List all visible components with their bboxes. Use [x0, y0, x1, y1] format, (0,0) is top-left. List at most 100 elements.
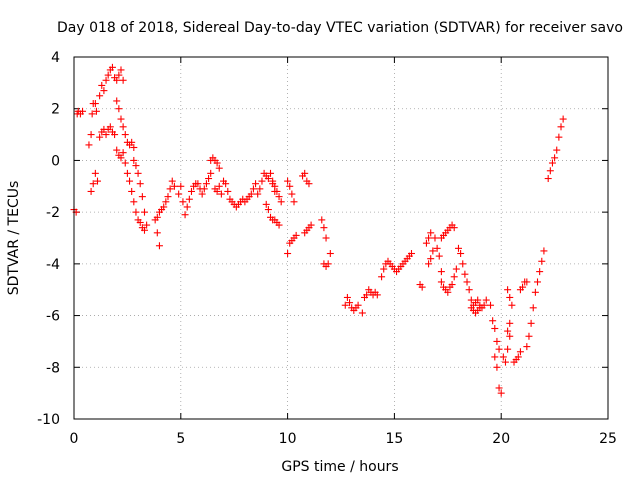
data-point [435, 252, 443, 260]
data-point [117, 66, 125, 74]
data-point [89, 180, 97, 188]
data-point [341, 301, 349, 309]
x-axis-label: GPS time / hours [281, 459, 398, 475]
data-point [160, 203, 168, 211]
data-point [448, 281, 456, 289]
data-point [531, 288, 539, 296]
data-point [343, 293, 351, 301]
x-tick-label: 20 [492, 431, 510, 447]
x-tick-labels: 0 5 10 15 20 25 [70, 431, 617, 447]
data-point [92, 107, 100, 115]
data-point [504, 327, 512, 335]
data-point [130, 156, 138, 164]
data-point [346, 299, 354, 307]
data-point [516, 348, 524, 356]
data-point [450, 224, 458, 232]
data-point [501, 358, 509, 366]
data-point [431, 234, 439, 242]
data-point [126, 177, 134, 185]
y-tick-label: -6 [46, 309, 60, 325]
chart-title: Day 018 of 2018, Sidereal Day-to-day VTE… [57, 20, 623, 36]
data-point [130, 144, 138, 151]
data-point [213, 159, 221, 167]
data-point [427, 255, 435, 263]
data-point [88, 110, 96, 118]
data-point [425, 234, 433, 242]
data-point [249, 185, 257, 193]
data-point [117, 154, 125, 162]
data-point [170, 182, 178, 190]
x-tick-label: 15 [385, 431, 403, 447]
data-point [459, 260, 467, 268]
data-point [555, 133, 563, 141]
data-point [544, 175, 552, 183]
data-point [102, 131, 110, 139]
data-point [450, 273, 458, 281]
data-point [267, 169, 275, 177]
data-point [162, 198, 170, 206]
x-tick-label: 10 [279, 431, 297, 447]
plot-frame [73, 56, 609, 420]
data-points [70, 63, 567, 397]
data-point [548, 159, 556, 167]
data-point [525, 332, 533, 340]
data-point [205, 175, 213, 183]
data-point [121, 131, 129, 139]
data-point [363, 291, 371, 299]
data-point [326, 250, 334, 258]
y-tick-label: -4 [46, 257, 60, 273]
data-point [222, 180, 230, 188]
data-point [286, 182, 294, 190]
data-point [467, 296, 475, 304]
data-point [96, 92, 104, 100]
data-point [187, 187, 195, 195]
data-point [215, 164, 223, 172]
data-point [465, 286, 473, 294]
data-point [264, 175, 272, 183]
data-point [504, 286, 512, 294]
data-point [258, 177, 266, 185]
data-point [128, 138, 136, 146]
data-point [499, 353, 507, 361]
data-point [113, 146, 121, 154]
y-tick-label: 0 [51, 153, 60, 169]
data-point [444, 288, 452, 296]
data-point [269, 177, 277, 185]
data-point [288, 190, 296, 198]
data-point [463, 278, 471, 286]
data-point [166, 185, 174, 193]
data-point [429, 247, 437, 255]
data-point [93, 177, 101, 185]
data-point [407, 250, 415, 258]
data-point [85, 141, 93, 149]
data-point [153, 229, 161, 237]
data-point [318, 216, 326, 224]
x-tick-label: 5 [176, 431, 185, 447]
y-tick-labels: -10 -8 -6 -4 -2 0 2 4 [37, 50, 60, 428]
data-point [134, 169, 142, 177]
grid [74, 57, 608, 419]
data-point [378, 273, 386, 281]
data-point [506, 293, 514, 301]
data-point [380, 265, 388, 273]
data-point [461, 270, 469, 278]
data-point [519, 283, 527, 291]
data-point [247, 190, 255, 198]
data-point [79, 107, 87, 115]
data-point [358, 309, 366, 317]
x-tick-label: 25 [599, 431, 617, 447]
data-point [108, 63, 116, 71]
data-point [275, 221, 283, 229]
data-point [136, 218, 144, 226]
data-point [487, 301, 495, 309]
data-point [128, 187, 136, 195]
data-point [155, 242, 163, 250]
data-point [96, 133, 104, 141]
data-point [354, 301, 362, 309]
data-point [273, 187, 281, 195]
data-point [111, 131, 119, 139]
data-point [534, 278, 542, 286]
data-point [320, 224, 328, 232]
data-point [540, 247, 548, 255]
